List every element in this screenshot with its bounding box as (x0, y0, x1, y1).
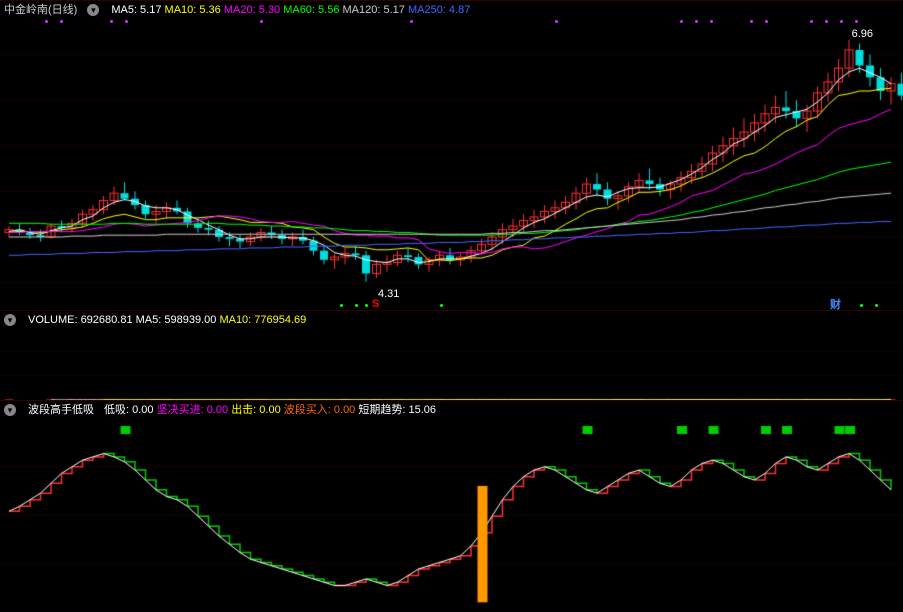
indicator-name: 波段高手低吸 (28, 401, 94, 419)
ma-label: MA60: 5.56 (283, 4, 339, 16)
ma-labels: MA5: 5.17 MA10: 5.36 MA20: 5.30 MA60: 5.… (111, 1, 470, 19)
symbol-name[interactable]: 中金岭南(日线) (4, 1, 77, 19)
price-canvas[interactable] (0, 18, 903, 310)
price-panel: 中金岭南(日线) ▾ MA5: 5.17 MA10: 5.36 MA20: 5.… (0, 0, 903, 310)
ind-label: 短期趋势: 15.06 (358, 404, 436, 416)
indicator-labels: 低吸: 0.00 坚决买进: 0.00 出击: 0.00 波段买入: 0.00 … (104, 401, 436, 419)
volume-canvas[interactable] (0, 328, 903, 400)
ind-label: 坚决买进: 0.00 (157, 404, 229, 416)
volume-labels: VOLUME: 692680.81 MA5: 598939.00 MA10: 7… (28, 311, 306, 329)
indicator-header: ▾ 波段高手低吸 低吸: 0.00 坚决买进: 0.00 出击: 0.00 波段… (0, 400, 903, 418)
ind-label: 波段买入: 0.00 (284, 404, 356, 416)
symbol-text: 中金岭南 (4, 4, 48, 16)
vol-label: MA10: 776954.69 (219, 314, 306, 326)
period-text: (日线) (48, 4, 77, 16)
ma-label: MA120: 5.17 (343, 4, 405, 16)
indicator-panel: ▾ 波段高手低吸 低吸: 0.00 坚决买进: 0.00 出击: 0.00 波段… (0, 400, 903, 612)
stock-chart-app: 中金岭南(日线) ▾ MA5: 5.17 MA10: 5.36 MA20: 5.… (0, 0, 903, 612)
ma-label: MA5: 5.17 (111, 4, 161, 16)
ind-label: 低吸: 0.00 (104, 404, 154, 416)
ma-label: MA10: 5.36 (165, 4, 221, 16)
ind-label: 出击: 0.00 (231, 404, 281, 416)
price-header: 中金岭南(日线) ▾ MA5: 5.17 MA10: 5.36 MA20: 5.… (0, 0, 903, 18)
chevron-down-icon[interactable]: ▾ (4, 314, 16, 326)
vol-label: VOLUME: 692680.81 (28, 314, 133, 326)
chevron-down-icon[interactable]: ▾ (87, 4, 99, 16)
ma-label: MA20: 5.30 (224, 4, 280, 16)
volume-panel: ▾ VOLUME: 692680.81 MA5: 598939.00 MA10:… (0, 310, 903, 400)
low-price-label: 4.31 (378, 288, 399, 300)
volume-header: ▾ VOLUME: 692680.81 MA5: 598939.00 MA10:… (0, 310, 903, 328)
chevron-down-icon[interactable]: ▾ (4, 404, 16, 416)
vol-label: MA5: 598939.00 (136, 314, 217, 326)
ma-label: MA250: 4.87 (408, 4, 470, 16)
indicator-canvas[interactable] (0, 418, 903, 612)
high-price-label: 6.96 (852, 28, 873, 40)
